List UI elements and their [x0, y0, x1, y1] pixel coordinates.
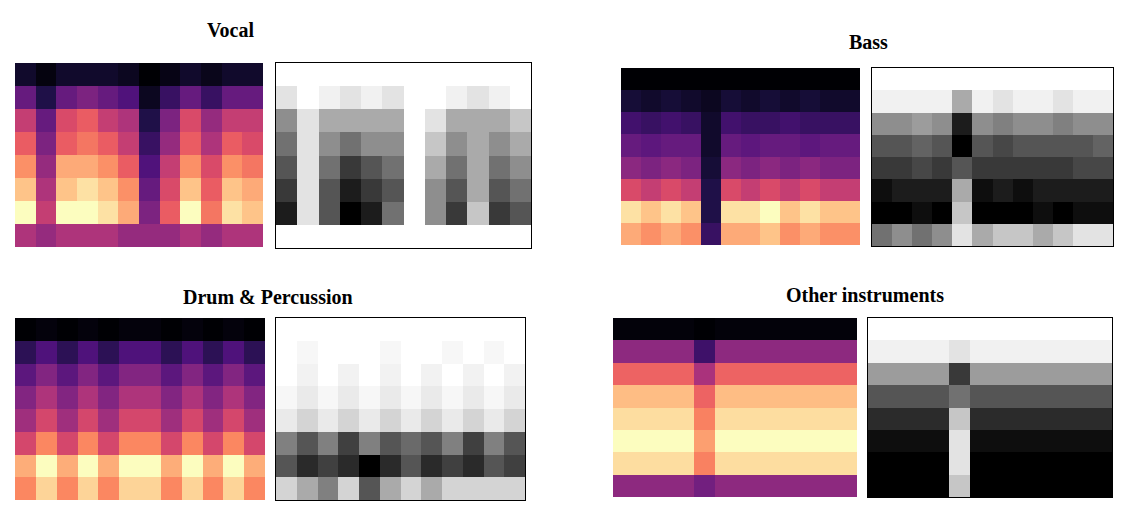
svg-text:Bass: Bass [849, 31, 888, 53]
svg-text:Vocal: Vocal [207, 19, 254, 41]
svg-text:Other instruments: Other instruments [786, 284, 944, 306]
svg-text:Drum & Percussion: Drum & Percussion [183, 286, 353, 308]
